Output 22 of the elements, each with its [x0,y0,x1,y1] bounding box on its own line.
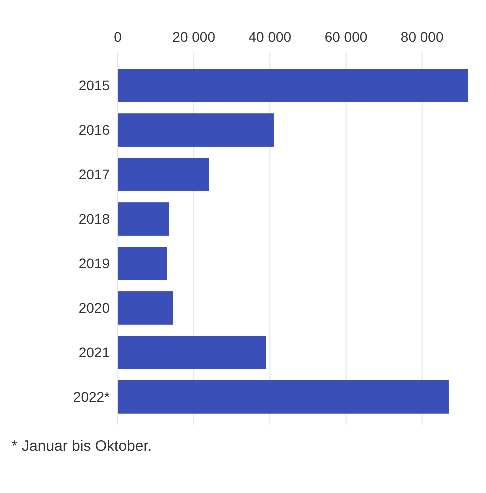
bar [118,202,170,236]
bar [118,69,468,102]
x-tick-label: 40 000 [248,29,292,45]
y-tick-label: 2019 [78,256,110,272]
bar [118,380,449,414]
bar [118,336,266,370]
x-tick-label: 80 000 [400,29,444,45]
bar [118,247,168,280]
y-tick-label: 2015 [78,78,110,94]
bar [118,158,210,192]
y-tick-label: 2016 [78,122,110,138]
x-tick-label: 0 [114,29,122,45]
y-tick-label: 2020 [78,300,110,316]
x-tick-label: 60 000 [324,29,368,45]
x-tick-label: 20 000 [172,29,216,45]
bar [118,292,174,325]
y-tick-label: 2021 [78,344,110,361]
bar [118,114,274,147]
y-tick-label: 2018 [78,211,110,228]
y-tick-label: 2017 [78,166,110,183]
text: * Januar bis Oktober. [12,438,152,455]
y-tick-label: 2022* [73,389,111,406]
